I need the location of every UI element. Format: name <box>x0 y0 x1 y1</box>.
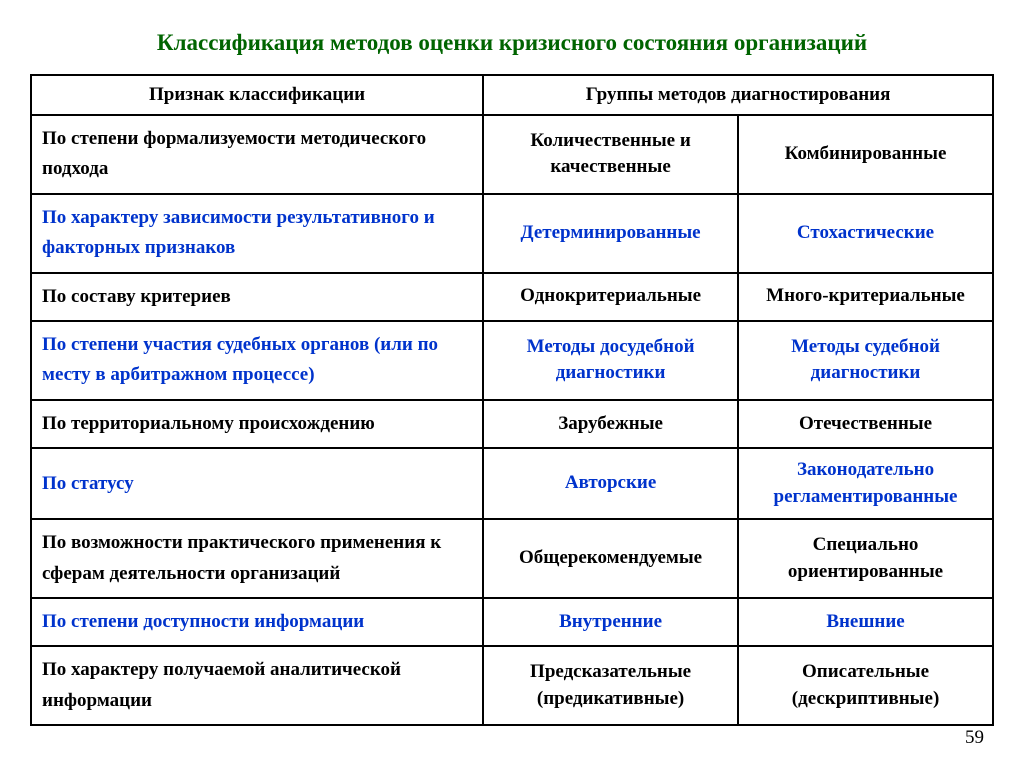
group1-cell: Авторские <box>483 448 738 519</box>
criterion-cell: По степени доступности информации <box>31 598 483 646</box>
criterion-cell: По территориальному происхождению <box>31 400 483 448</box>
table-row: По характеру зависимости результативного… <box>31 194 993 273</box>
header-col2: Группы методов диагностирования <box>483 75 993 115</box>
group2-cell: Внешние <box>738 598 993 646</box>
group2-cell: Стохастические <box>738 194 993 273</box>
table-row: По статусуАвторскиеЗаконодательно реглам… <box>31 448 993 519</box>
page-number: 59 <box>965 727 984 749</box>
group2-cell: Комбинированные <box>738 115 993 194</box>
table-header-row: Признак классификации Группы методов диа… <box>31 75 993 115</box>
group1-cell: Методы досудебной диагностики <box>483 321 738 400</box>
group1-cell: Количественные и качественные <box>483 115 738 194</box>
page-title: Классификация методов оценки кризисного … <box>30 30 994 56</box>
criterion-cell: По характеру получаемой аналитической ин… <box>31 646 483 725</box>
criterion-cell: По степени формализуемости методического… <box>31 115 483 194</box>
criterion-cell: По степени участия судебных органов (или… <box>31 321 483 400</box>
group2-cell: Отечественные <box>738 400 993 448</box>
group1-cell: Детерминированные <box>483 194 738 273</box>
table-row: По составу критериевОднокритериальныеМно… <box>31 273 993 321</box>
header-col1: Признак классификации <box>31 75 483 115</box>
criterion-cell: По составу критериев <box>31 273 483 321</box>
group2-cell: Специально ориентированные <box>738 519 993 598</box>
classification-table: Признак классификации Группы методов диа… <box>30 74 994 726</box>
criterion-cell: По характеру зависимости результативного… <box>31 194 483 273</box>
group1-cell: Зарубежные <box>483 400 738 448</box>
group1-cell: Общерекомендуемые <box>483 519 738 598</box>
group1-cell: Внутренние <box>483 598 738 646</box>
group1-cell: Однокритериальные <box>483 273 738 321</box>
group2-cell: Много-критериальные <box>738 273 993 321</box>
group2-cell: Описательные (дескриптивные) <box>738 646 993 725</box>
table-row: По территориальному происхождениюЗарубеж… <box>31 400 993 448</box>
table-row: По степени участия судебных органов (или… <box>31 321 993 400</box>
criterion-cell: По возможности практического применения … <box>31 519 483 598</box>
group2-cell: Методы судебной диагностики <box>738 321 993 400</box>
table-row: По характеру получаемой аналитической ин… <box>31 646 993 725</box>
group2-cell: Законодательно регламентированные <box>738 448 993 519</box>
table-row: По степени доступности информацииВнутрен… <box>31 598 993 646</box>
criterion-cell: По статусу <box>31 448 483 519</box>
group1-cell: Предсказательные (предикативные) <box>483 646 738 725</box>
table-row: По возможности практического применения … <box>31 519 993 598</box>
table-row: По степени формализуемости методического… <box>31 115 993 194</box>
